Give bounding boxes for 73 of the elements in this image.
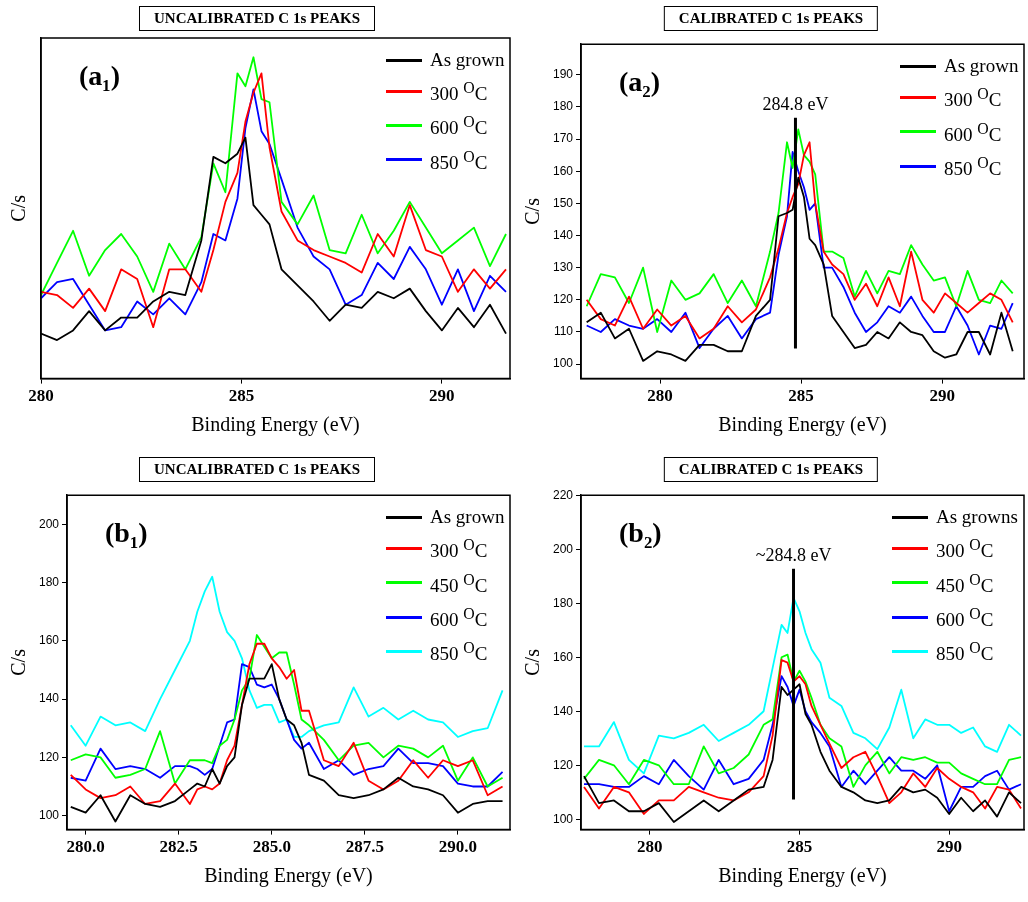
legend-label: As grown <box>430 48 505 72</box>
annotation: (a₁) <box>79 60 121 92</box>
y-tick-label: 110 <box>553 324 574 339</box>
y-tick-label: 180 <box>38 574 60 589</box>
x-tick-label: 285 <box>786 837 813 857</box>
legend-label: 850 $^{O}$C <box>936 638 994 667</box>
y-tick-label: 140 <box>552 227 574 242</box>
x-tick-label: 280.0 <box>66 837 105 857</box>
x-tick-label: 290 <box>429 386 455 406</box>
y-tick-label: 100 <box>552 356 574 371</box>
x-tick-label: 280 <box>637 837 663 857</box>
ref-line-label: 284.8 eV <box>762 93 829 114</box>
y-tick-label: 140 <box>38 691 60 706</box>
y-tick-label: 120 <box>552 757 574 772</box>
x-tick-label: 287.5 <box>345 837 384 857</box>
x-tick-label: 285.0 <box>252 837 291 857</box>
x-tick-label: 280 <box>28 386 54 406</box>
x-tick-label: 290 <box>936 837 962 857</box>
legend-label: 300 $^{O}$C <box>944 84 1002 113</box>
x-tick-label: 285 <box>228 386 255 406</box>
y-tick-label: 220 <box>552 487 574 502</box>
legend-label: As growns <box>936 505 1018 530</box>
y-axis-title: C/s <box>7 194 30 222</box>
legend-label: 850 $^{O}$C <box>430 146 488 175</box>
chart-title: CALIBRATED C 1s PEAKS <box>663 6 879 31</box>
y-tick-label: 180 <box>552 99 574 114</box>
legend-label: 600 $^{O}$C <box>936 603 994 633</box>
x-tick-label: 282.5 <box>159 837 198 857</box>
y-tick-label: 160 <box>38 633 60 648</box>
y-axis-title: C/s <box>521 197 544 225</box>
y-tick-label: 130 <box>552 259 574 274</box>
y-tick-label: 100 <box>552 811 574 826</box>
legend-label: 850 $^{O}$C <box>430 638 488 667</box>
y-axis-title: C/s <box>521 648 544 676</box>
y-tick-label: 170 <box>552 131 574 146</box>
chart-title: UNCALIBRATED C 1s PEAKS <box>138 6 376 31</box>
ref-line-label: ~284.8 eV <box>755 544 832 565</box>
legend-label: 600 $^{O}$C <box>430 112 488 141</box>
legend-label: 300 $^{O}$C <box>936 535 994 564</box>
y-tick-label: 160 <box>552 649 574 664</box>
chart-title: CALIBRATED C 1s PEAKS <box>663 457 879 482</box>
legend-label: 600 $^{O}$C <box>944 118 1002 147</box>
x-axis-title: Binding Energy (eV) <box>191 413 360 437</box>
y-tick-label: 120 <box>552 292 574 307</box>
annotation: (b₂) <box>619 517 662 550</box>
y-tick-label: 140 <box>552 703 574 718</box>
y-axis-title: C/s <box>7 648 30 676</box>
x-tick-label: 290.0 <box>438 837 478 857</box>
y-tick-label: 160 <box>552 163 574 178</box>
x-axis-title: Binding Energy (eV) <box>718 864 887 888</box>
y-tick-label: 120 <box>38 749 60 764</box>
x-axis-title: Binding Energy (eV) <box>204 864 373 888</box>
y-tick-label: 100 <box>38 807 60 822</box>
x-tick-label: 285 <box>788 386 814 406</box>
legend-label: 300 $^{O}$C <box>430 78 488 107</box>
x-tick-label: 280 <box>647 386 673 406</box>
legend-label: As grown <box>430 505 505 530</box>
y-tick-label: 180 <box>552 595 574 610</box>
y-tick-label: 200 <box>38 516 60 531</box>
annotation: (a₂) <box>619 66 661 99</box>
y-tick-label: 200 <box>552 541 574 556</box>
legend-label: 450 $^{O}$C <box>430 569 488 598</box>
legend-label: 850 $^{O}$C <box>944 152 1002 182</box>
x-tick-label: 290 <box>929 386 955 406</box>
legend-label: 450 $^{O}$C <box>936 569 994 598</box>
x-axis-title: Binding Energy (eV) <box>718 413 887 437</box>
legend-label: 300 $^{O}$C <box>430 535 488 564</box>
chart-title: UNCALIBRATED C 1s PEAKS <box>138 457 376 482</box>
legend-label: 600 $^{O}$C <box>430 603 488 633</box>
y-tick-label: 190 <box>552 67 574 82</box>
legend-label: As grown <box>944 54 1019 79</box>
annotation: (b₁) <box>105 517 148 550</box>
y-tick-label: 150 <box>552 195 574 210</box>
